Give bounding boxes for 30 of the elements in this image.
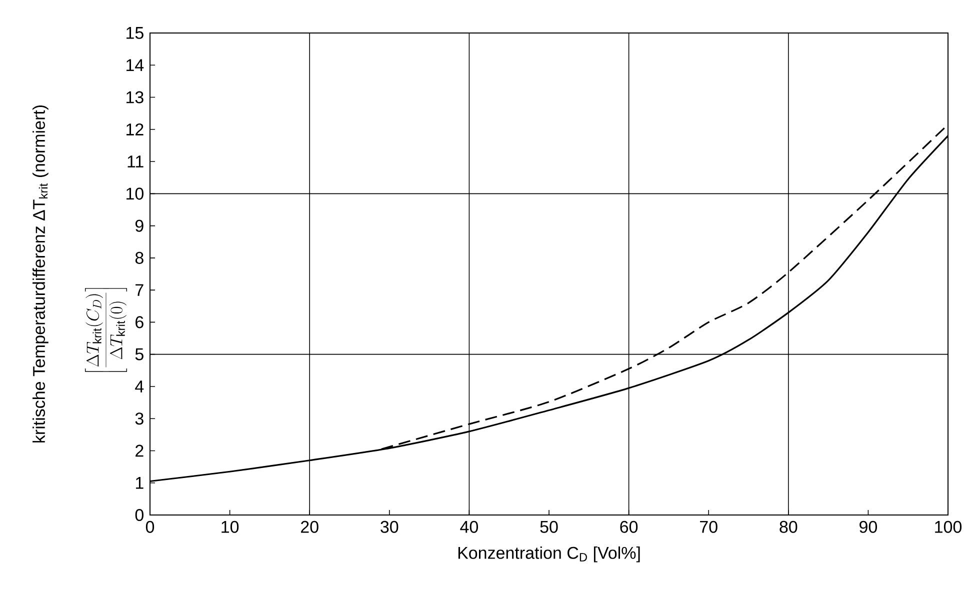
- y-tick-label: 10: [126, 188, 144, 200]
- y-tick-label: 8: [135, 252, 144, 264]
- x-tick-label: 50: [540, 520, 558, 533]
- y-tick-label: 12: [126, 123, 144, 136]
- x-tick-label: 90: [860, 520, 878, 533]
- x-tick-label: 60: [620, 520, 638, 533]
- y-tick-label: 14: [126, 59, 144, 71]
- x-tick-label: 100: [935, 520, 962, 533]
- x-tick-label: 30: [380, 520, 398, 533]
- y-tick-label: 5: [135, 348, 144, 360]
- y-axis-title: kritische Temperaturdifferenz ΔT$_{krit}$ (normiert): [32, 105, 48, 442]
- y-tick-label: 11: [128, 156, 144, 168]
- x-tick-label: 80: [780, 520, 798, 533]
- text: $\left[\frac{\Delta T_{\mathrm{krit}}(C_{D})}{\Delta T_{\mathrm{krit}}(0)}\right]$: [85, 288, 127, 372]
- y-tick-label: 9: [135, 220, 144, 232]
- x-tick-label: 40: [460, 520, 478, 533]
- x-tick-label: 10: [222, 520, 239, 533]
- y-tick-label: 1: [136, 477, 144, 489]
- y-tick-label: 0: [135, 508, 144, 522]
- y-tick-label: 15: [126, 27, 144, 39]
- y-tick-label: 2: [136, 444, 144, 457]
- x-tick-label: 20: [301, 520, 318, 533]
- y-tick-label: 6: [136, 316, 144, 328]
- y-tick-label: 13: [126, 91, 144, 104]
- x-tick-label: 70: [700, 520, 718, 533]
- y-tick-label: 7: [136, 284, 144, 296]
- x-tick-label: 0: [146, 520, 154, 533]
- y-tick-label: 4: [135, 380, 144, 392]
- y-tick-label: 3: [135, 412, 144, 425]
- x-axis-title: Konzentration C$_{D}$ [Vol%]: [458, 546, 640, 562]
